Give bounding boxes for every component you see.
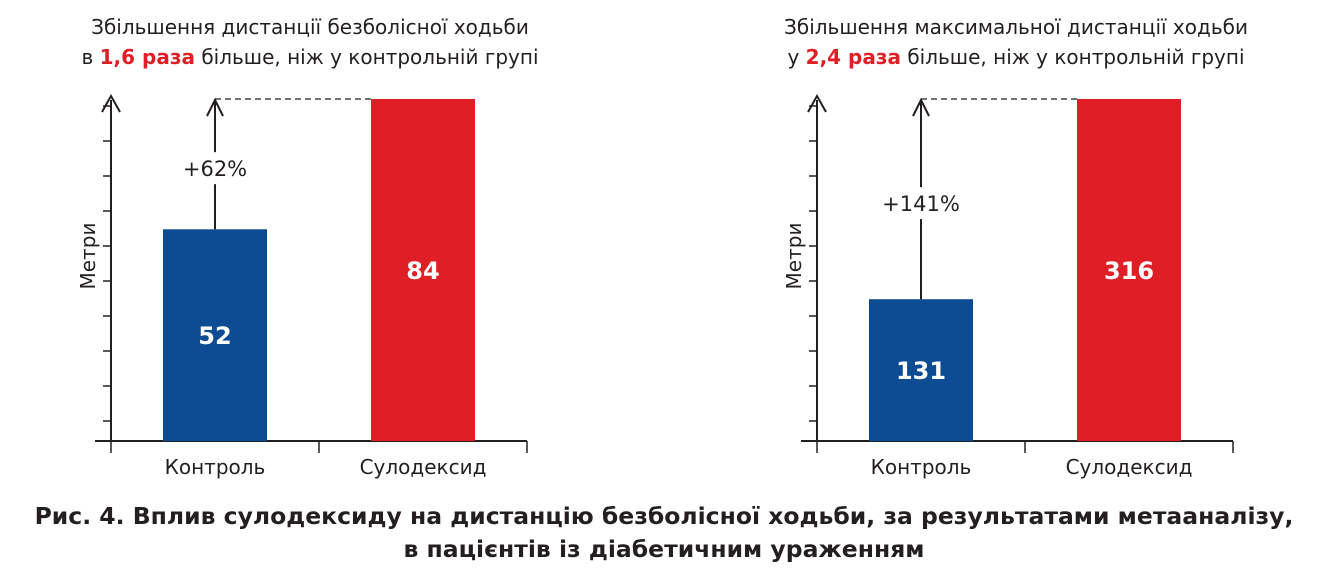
caption-line2: в пацієнтів із діабетичним ураженням xyxy=(403,535,925,563)
x-category-label: Сулодексид xyxy=(360,455,487,479)
x-category-label: Сулодексид xyxy=(1066,455,1193,479)
bar-control xyxy=(163,229,267,441)
chart-title-line1: Збільшення максимальної дистанції ходьби xyxy=(784,15,1248,39)
title-suffix: більше, ніж у контрольній групі xyxy=(194,45,539,69)
caption-line1: Рис. 4. Вплив сулодексиду на дистанцію б… xyxy=(34,502,1294,530)
bar-chart-svg: Метри 131 Контроль 316 Сулодексид +141% xyxy=(782,93,1234,479)
title-prefix: у xyxy=(787,45,806,69)
bar-value-label: 52 xyxy=(198,322,231,350)
bar-value-label: 84 xyxy=(406,257,439,285)
chart-panel-pain-free-distance: Збільшення дистанції безболісної ходьби … xyxy=(0,0,620,485)
bar-sulodexide xyxy=(371,99,475,441)
figure-caption: Рис. 4. Вплив сулодексиду на дистанцію б… xyxy=(0,500,1328,566)
increase-label-bg xyxy=(179,152,251,185)
title-highlight: 1,6 раза xyxy=(99,45,195,69)
increase-percent-label: +141% xyxy=(882,192,960,216)
title-suffix: більше, ніж у контрольній групі xyxy=(900,45,1245,69)
chart-title: Збільшення дистанції безболісної ходьби … xyxy=(0,12,620,72)
bar-chart-svg: Метри 52 Контроль 84 Сулодексид +62% xyxy=(76,93,528,479)
bar-control xyxy=(869,299,973,441)
chart-panel-max-distance: Збільшення максимальної дистанції ходьби… xyxy=(706,0,1326,485)
y-axis-label: Метри xyxy=(76,223,100,290)
bar-value-label: 131 xyxy=(896,357,946,385)
chart-title-line1: Збільшення дистанції безболісної ходьби xyxy=(91,15,529,39)
bar-value-label: 316 xyxy=(1104,257,1154,285)
title-prefix: в xyxy=(81,45,100,69)
x-category-label: Контроль xyxy=(871,455,972,479)
increase-percent-label: +62% xyxy=(183,157,247,181)
y-axis-label: Метри xyxy=(782,223,806,290)
chart-title-line2: у 2,4 раза більше, ніж у контрольній гру… xyxy=(706,42,1326,72)
chart-title: Збільшення максимальної дистанції ходьби… xyxy=(706,12,1326,72)
bar-sulodexide xyxy=(1077,99,1181,441)
title-highlight: 2,4 раза xyxy=(805,45,901,69)
chart-title-line2: в 1,6 раза більше, ніж у контрольній гру… xyxy=(0,42,620,72)
x-category-label: Контроль xyxy=(165,455,266,479)
increase-arrowhead xyxy=(912,97,930,117)
increase-label-bg xyxy=(885,187,957,220)
increase-arrowhead xyxy=(206,97,224,117)
